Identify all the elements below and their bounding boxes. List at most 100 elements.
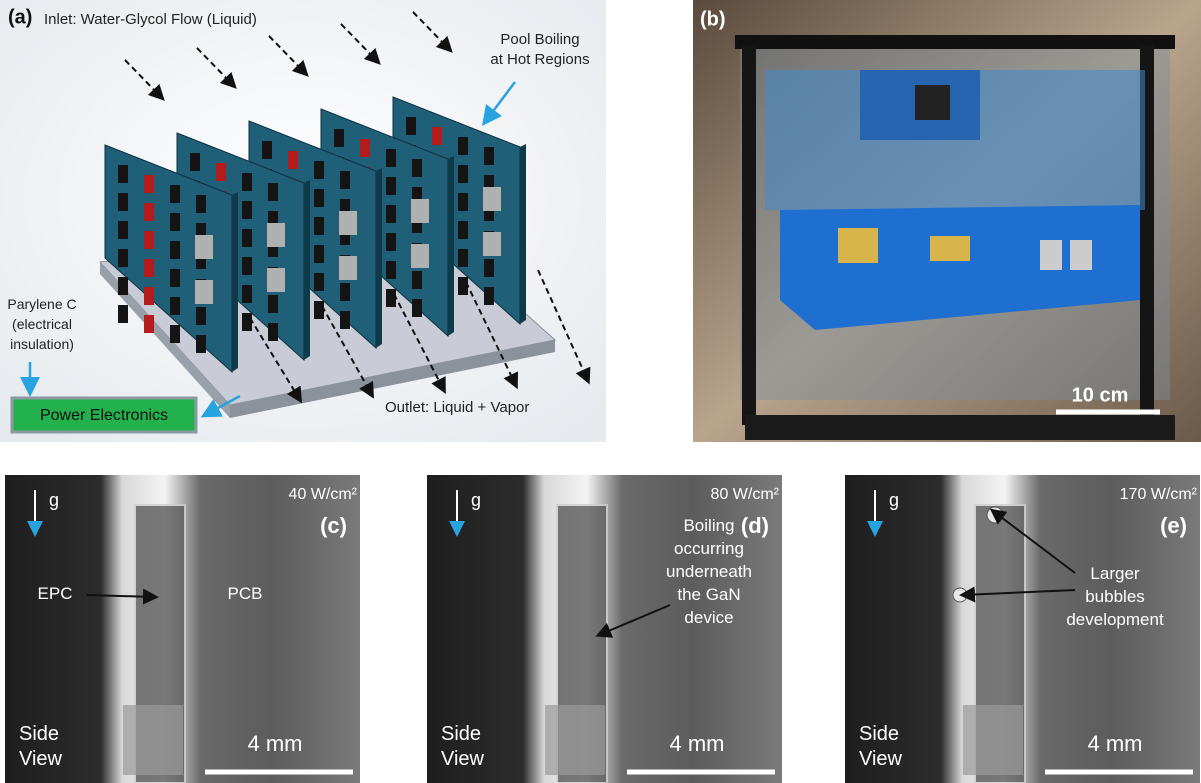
chip (458, 249, 468, 267)
chip (484, 287, 494, 305)
chip (314, 189, 324, 207)
chip (268, 323, 278, 341)
gravity-label: g (471, 490, 481, 510)
text-line: PCB (228, 584, 263, 603)
micrograph-panel: g80 W/cm²(d)Boilingoccurringunderneathth… (427, 475, 782, 783)
chip (386, 289, 396, 307)
heat-flux-label: 40 W/cm² (289, 486, 358, 503)
text-line: Boiling (683, 516, 734, 535)
pad (930, 236, 970, 261)
text-line: View (19, 748, 63, 770)
chip (314, 245, 324, 263)
chip (170, 269, 180, 287)
figure: (a) Inlet: Water-Glycol Flow (Liquid) Po… (0, 0, 1201, 783)
chip (118, 193, 128, 211)
panel-label: (e) (1160, 513, 1187, 538)
tank-frame (735, 35, 1175, 49)
text-line: View (859, 748, 903, 770)
gan-device (267, 223, 285, 247)
gravity-label: g (889, 490, 899, 510)
gan-device (195, 235, 213, 259)
text-line: Parylene C (7, 296, 76, 312)
chip (144, 315, 154, 333)
panel-label: (d) (741, 513, 769, 538)
gravity-label: g (49, 490, 59, 510)
chip (170, 185, 180, 203)
chip (196, 195, 206, 213)
chip (190, 153, 200, 171)
chip (458, 137, 468, 155)
chip (118, 221, 128, 239)
scale-label: 10 cm (1072, 384, 1129, 406)
panel-b: (b) 10 cm (693, 0, 1201, 442)
chip (144, 287, 154, 305)
panel-a: (a) Inlet: Water-Glycol Flow (Liquid) Po… (0, 0, 606, 442)
chip (386, 177, 396, 195)
heat-flux-label: 80 W/cm² (711, 486, 780, 503)
board-edge (376, 168, 382, 348)
gan-device (339, 256, 357, 280)
chip (340, 283, 350, 301)
chip (412, 299, 422, 317)
chip (314, 217, 324, 235)
chip (242, 229, 252, 247)
chip (242, 257, 252, 275)
text-line: occurring (674, 539, 744, 558)
gan-device (267, 268, 285, 292)
text-line: View (441, 748, 485, 770)
chip (268, 295, 278, 313)
text-line: insulation) (10, 336, 74, 352)
chip (268, 183, 278, 201)
chip (386, 261, 396, 279)
tank-frame (745, 415, 1175, 440)
chip (458, 277, 468, 295)
bubble (987, 507, 1003, 523)
text-line: development (1066, 610, 1164, 629)
inlet-label: Inlet: Water-Glycol Flow (Liquid) (44, 11, 257, 28)
chip (170, 241, 180, 259)
chip (314, 161, 324, 179)
device-base (545, 705, 605, 775)
chip (484, 147, 494, 165)
text-line: EPC (38, 584, 73, 603)
text-line: at Hot Regions (490, 51, 589, 68)
scale-label: 4 mm (248, 731, 303, 756)
chip (340, 311, 350, 329)
chip (144, 175, 154, 193)
gan-device (339, 211, 357, 235)
panel-label: (b) (700, 8, 726, 30)
gan-device (411, 199, 429, 223)
chip (360, 139, 370, 157)
panel-label: (c) (320, 513, 347, 538)
chip (915, 85, 950, 120)
tank-frame (742, 45, 756, 425)
chip (170, 325, 180, 343)
chip (242, 173, 252, 191)
chip (340, 171, 350, 189)
text-line: Side (441, 723, 481, 745)
panel-label: (a) (8, 6, 32, 28)
micrograph-panel: g40 W/cm²(c)EPCPCBSideView4 mm (5, 475, 360, 783)
chip (118, 305, 128, 323)
scale-label: 4 mm (670, 731, 725, 756)
chip (196, 335, 206, 353)
gan-device (483, 232, 501, 256)
chip (118, 277, 128, 295)
text-line: Side (859, 723, 899, 745)
chip (334, 129, 344, 147)
pad (1070, 240, 1092, 270)
chip (386, 233, 396, 251)
scale-label: 4 mm (1088, 731, 1143, 756)
chip (262, 141, 272, 159)
chip (412, 271, 422, 289)
device-base (963, 705, 1023, 775)
text-line: bubbles (1085, 587, 1145, 606)
text-line: underneath (666, 562, 752, 581)
device-base (123, 705, 183, 775)
chip (432, 127, 442, 145)
chip (242, 313, 252, 331)
pad (1040, 240, 1062, 270)
chip (406, 117, 416, 135)
chip (458, 221, 468, 239)
